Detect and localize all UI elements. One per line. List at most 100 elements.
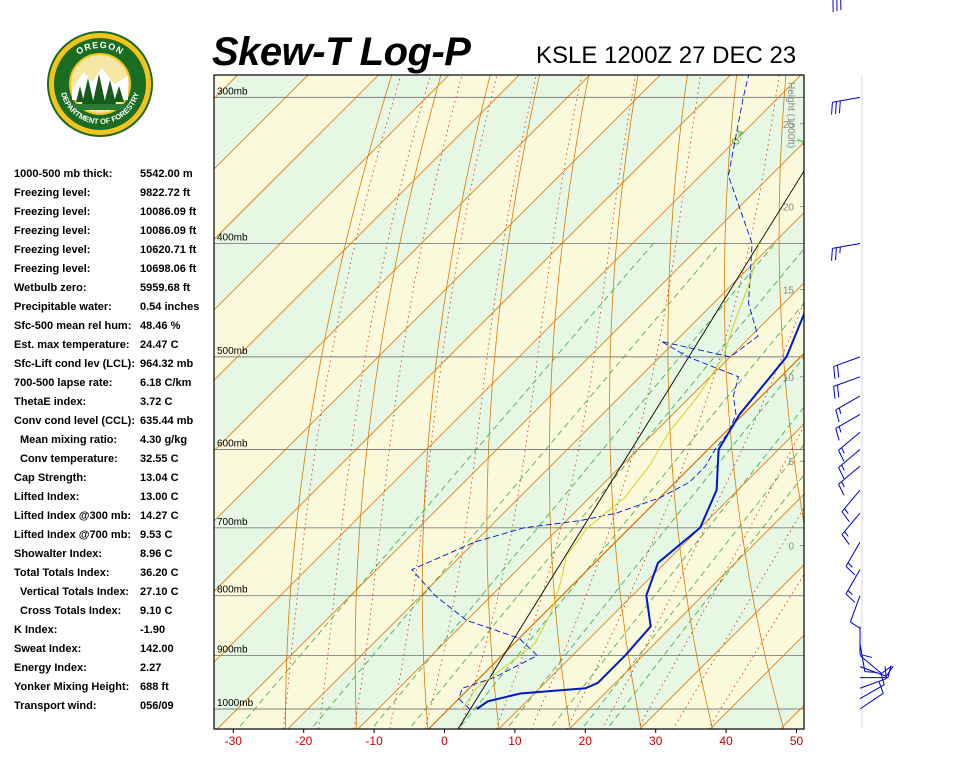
dry-adiabat — [609, 75, 642, 729]
wind-barb-flag — [845, 593, 856, 603]
isotherm-line — [287, 212, 804, 729]
stat-label: Total Totals Index: — [14, 567, 110, 579]
height-tick-label: 30 — [783, 36, 795, 47]
stat-label: Wetbulb zero: — [14, 282, 87, 294]
mixing-ratio-line — [237, 243, 654, 729]
stat-label: 700-500 lapse rate: — [14, 377, 113, 389]
height-tick-label: 15 — [783, 286, 795, 297]
stat-label: Mean mixing ratio: — [20, 434, 118, 446]
x-tick-label: 10 — [508, 734, 522, 748]
isotherm-line — [214, 75, 450, 311]
stat-row: Cross Totals Index: 9.10 C — [14, 605, 214, 624]
parcel-profile-line — [462, 243, 760, 710]
mixing-ratio-label: 5 — [926, 136, 939, 147]
wind-barb-flag — [831, 248, 833, 261]
wind-barb-flag — [836, 365, 840, 378]
mixing-ratio-label: 2 — [849, 136, 862, 147]
stat-value: 964.32 mb — [140, 358, 194, 370]
height-tick-label: 25 — [783, 120, 795, 131]
stat-label: Transport wind: — [14, 700, 97, 712]
mixing-ratio-line — [506, 356, 804, 729]
wind-barb-staff — [859, 666, 887, 677]
pressure-label: 800mb — [217, 585, 248, 596]
isotherm-line — [568, 493, 804, 729]
stat-label: Conv temperature: — [20, 453, 118, 465]
stat-row: Vertical Totals Index: 27.10 C — [14, 586, 214, 605]
stat-label: ThetaE index: — [14, 396, 87, 408]
moist-adiabat — [283, 75, 402, 729]
stat-row: Freezing level: 10698.06 ft — [14, 263, 214, 282]
stat-label: Freezing level: — [14, 187, 91, 199]
stat-label: Conv cond level (CCL): — [14, 415, 136, 427]
stat-value: 0.54 inches — [140, 301, 200, 313]
stat-value: 6.18 C/km — [140, 377, 192, 389]
stat-label: Precipitable water: — [14, 301, 112, 313]
dry-adiabat — [548, 75, 590, 729]
stat-value: 688 ft — [140, 681, 169, 693]
dry-adiabat — [778, 75, 804, 526]
wind-barb — [833, 376, 861, 399]
wind-barb-staff — [833, 356, 861, 367]
stat-value: 2.27 — [140, 662, 162, 674]
pressure-label: 300mb — [217, 86, 248, 97]
isotherm-band — [214, 75, 804, 729]
wind-barb-flag — [841, 534, 850, 545]
dry-adiabat — [667, 75, 714, 729]
wind-barb — [835, 395, 861, 423]
stat-row: Lifted Index @300 mb: 14.27 C — [14, 510, 214, 529]
stability-indices-panel: 1000-500 mb thick: 5542.00 m Freezing leve… — [14, 168, 214, 719]
stat-value: 36.20 C — [140, 567, 179, 579]
isotherm-line — [214, 75, 380, 241]
wind-barb — [859, 681, 884, 710]
moist-adiabat — [495, 75, 637, 729]
wind-barb-staff — [859, 684, 885, 700]
wind-barb-half-flag — [844, 508, 849, 514]
stat-label: Cross Totals Index: — [20, 605, 122, 617]
isotherm-line — [216, 141, 804, 729]
wind-barb-flag — [880, 672, 885, 685]
stat-label: Lifted Index: — [14, 491, 80, 503]
moist-adiabat — [637, 425, 804, 729]
stat-value: 056/09 — [140, 700, 174, 712]
wind-barb-staff — [841, 489, 861, 512]
wind-barb-half-flag — [847, 562, 853, 568]
stat-label: Freezing level: — [14, 225, 91, 237]
stat-label: Yonker Mixing Height: — [14, 681, 130, 693]
wind-barb — [845, 569, 861, 603]
stat-row: K Index: -1.90 — [14, 624, 214, 643]
wind-barb-staff — [859, 692, 884, 710]
wind-barb-staff — [838, 465, 861, 485]
isotherm-line — [214, 75, 732, 593]
stat-label: Vertical Totals Index: — [20, 586, 130, 598]
x-tick-label: 20 — [579, 734, 593, 748]
wind-barb-flag — [838, 100, 841, 114]
wind-barb — [838, 431, 861, 462]
stat-row: Conv cond level (CCL): 635.44 mb — [14, 415, 214, 434]
stat-row: ThetaE index: 3.72 C — [14, 396, 214, 415]
stat-value: 9.10 C — [140, 605, 173, 617]
mixing-ratio-label: 1 — [795, 136, 808, 147]
dry-adiabat — [724, 75, 785, 729]
mixing-ratio-line — [458, 302, 804, 729]
moist-adiabat — [460, 75, 583, 729]
stat-label: Sfc-500 mean rel hum: — [14, 320, 132, 332]
stat-value: 27.10 C — [140, 586, 179, 598]
wind-barb-half-flag — [838, 407, 842, 415]
stat-row: Lifted Index @700 mb: 9.53 C — [14, 529, 214, 548]
moist-adiabat — [601, 300, 804, 729]
moist-adiabat — [424, 75, 537, 729]
height-axis-title: Height (1000ft) — [785, 82, 796, 148]
height-tick-label: 10 — [783, 373, 795, 384]
stat-value: 3.72 C — [140, 396, 173, 408]
wind-barb-flag — [835, 409, 840, 423]
wind-barb-flag — [835, 428, 840, 441]
wind-barb-column — [831, 0, 894, 710]
wind-barb-staff — [859, 655, 882, 674]
stat-row: Precipitable water: 0.54 inches — [14, 301, 214, 320]
wind-barb — [860, 665, 892, 679]
isotherm-line — [427, 352, 804, 729]
dry-adiabat — [421, 75, 491, 729]
wind-barb — [835, 414, 861, 441]
wind-barb — [841, 489, 861, 522]
x-tick-label: 40 — [719, 734, 733, 748]
